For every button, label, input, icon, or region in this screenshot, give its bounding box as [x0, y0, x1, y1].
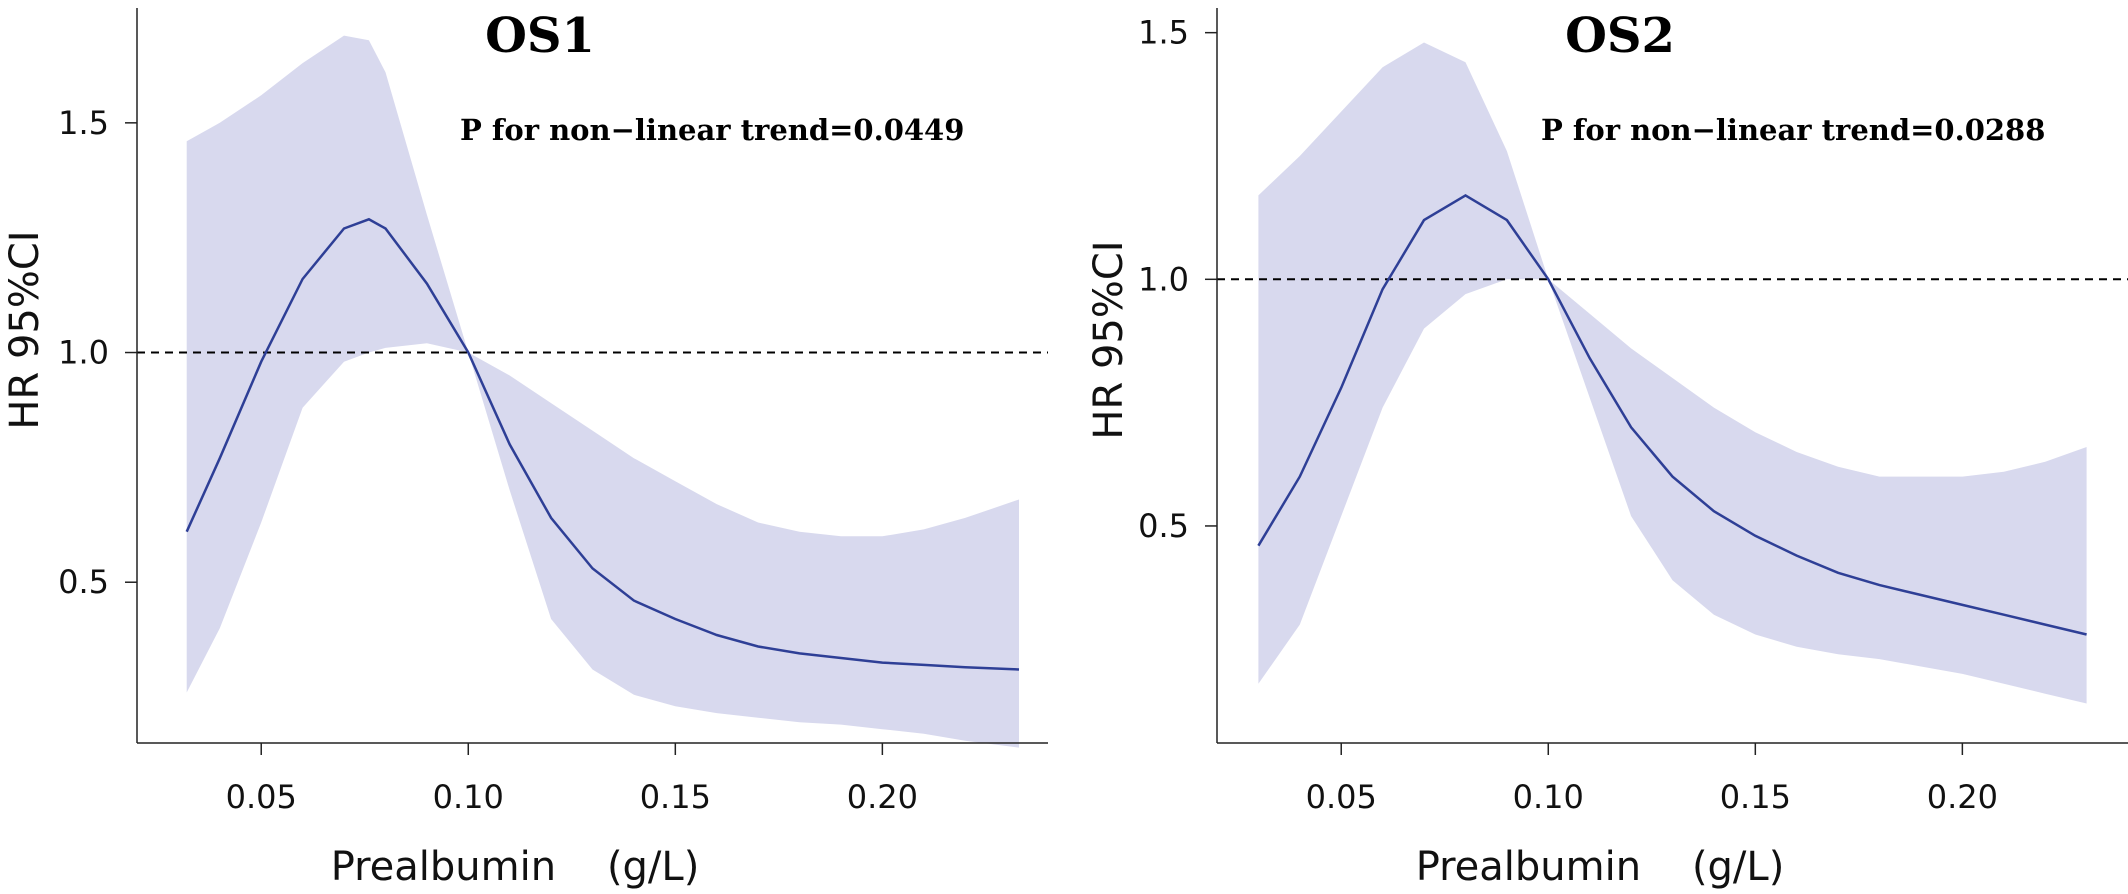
x-tick-label: 0.05 — [1306, 778, 1377, 816]
y-tick-label: 1.5 — [1138, 14, 1189, 52]
x-axis-label: Prealbumin (g/L) — [1416, 844, 1785, 890]
y-tick-label: 1.5 — [58, 104, 109, 142]
confidence-band — [1258, 42, 2087, 704]
y-tick-label: 1.0 — [58, 334, 109, 372]
x-tick-label: 0.10 — [1513, 778, 1584, 816]
x-tick-label: 0.15 — [640, 778, 711, 816]
y-axis-label: HR 95%CI — [2, 230, 48, 429]
hr-curve — [185, 217, 1020, 671]
chart-title: OS2 — [1565, 8, 1675, 64]
x-tick-label: 0.15 — [1720, 778, 1791, 816]
chart-panel-os2: 0.05 0.10 0.15 0.20 0.5 1.0 1.5 OS2 P for non−li… — [1086, 8, 2128, 890]
x-axis-label: Prealbumin (g/L) — [331, 844, 700, 890]
p-value-annotation: P for non−linear trend=0.0449 — [460, 113, 964, 147]
chart-panel-os1: 0.05 0.10 0.15 0.20 0.5 1.0 1.5 OS1 P for non−li… — [2, 8, 1048, 890]
p-value-annotation: P for non−linear trend=0.0288 — [1541, 113, 2045, 147]
chart-title: OS1 — [485, 8, 595, 64]
hr-curve — [1257, 193, 2087, 636]
y-tick-label: 0.5 — [58, 563, 109, 601]
x-tick-label: 0.20 — [847, 778, 918, 816]
confidence-band — [186, 35, 1019, 748]
x-tick-label: 0.20 — [1927, 778, 1998, 816]
y-tick-label: 0.5 — [1138, 507, 1189, 545]
x-tick-label: 0.10 — [433, 778, 504, 816]
y-tick-label: 1.0 — [1138, 260, 1189, 298]
x-tick-label: 0.05 — [226, 778, 297, 816]
y-axis-label: HR 95%CI — [1086, 240, 1132, 439]
